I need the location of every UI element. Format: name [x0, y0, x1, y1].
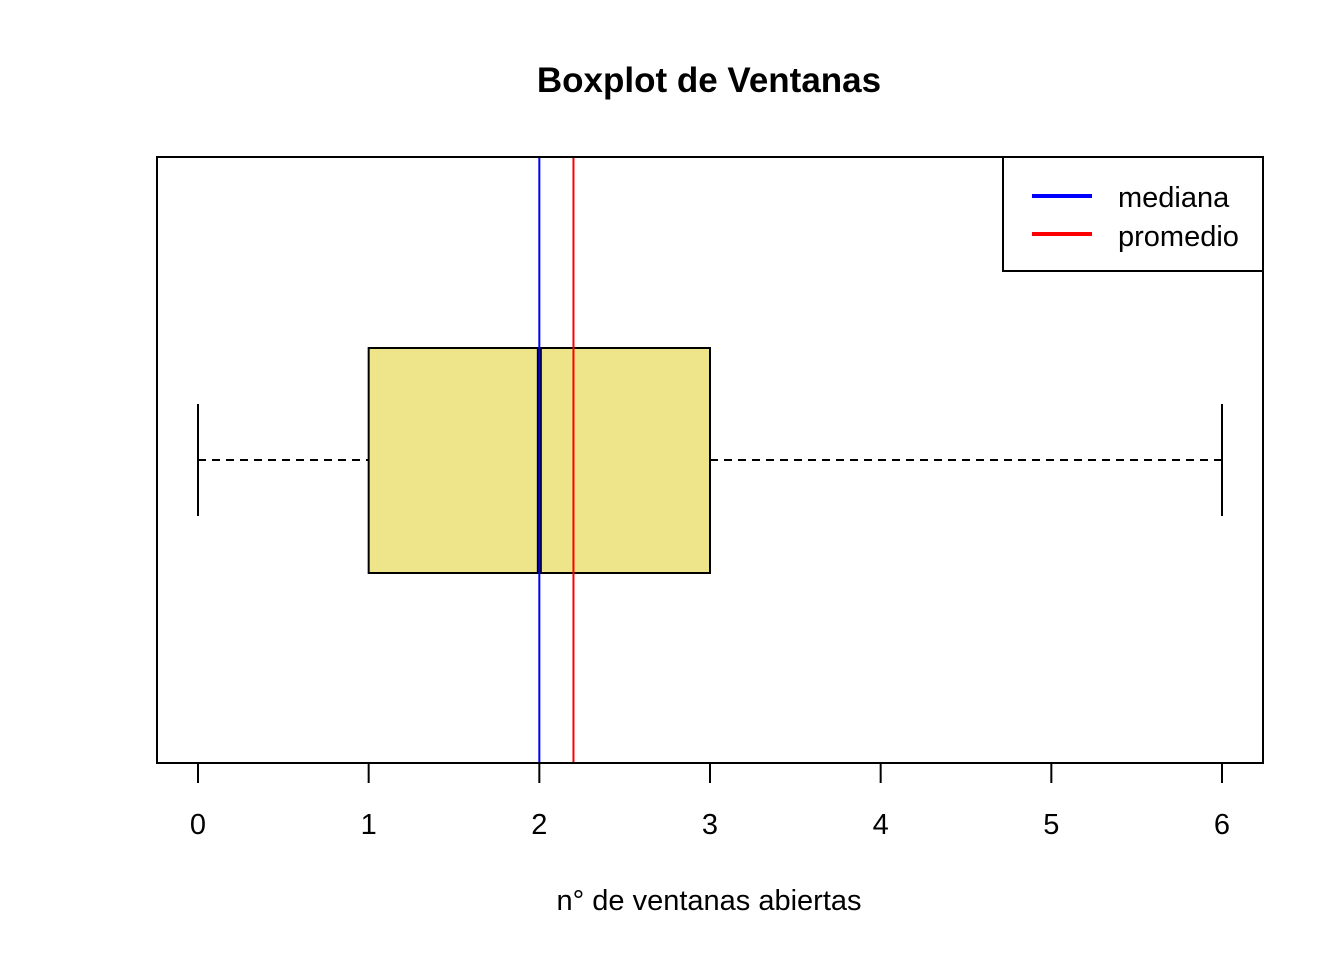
chart-title: Boxplot de Ventanas: [537, 61, 881, 100]
legend-label-mediana: mediana: [1118, 182, 1230, 214]
x-axis-ticks: 0 1 2 3 4 5 6: [190, 763, 1230, 841]
x-axis-label: n° de ventanas abiertas: [556, 885, 861, 917]
x-tick-label-5: 5: [1043, 809, 1059, 841]
legend-label-promedio: promedio: [1118, 221, 1239, 253]
x-tick-label-2: 2: [531, 809, 547, 841]
x-tick-label-0: 0: [190, 809, 206, 841]
legend: mediana promedio: [1002, 156, 1264, 272]
x-tick-label-6: 6: [1214, 809, 1230, 841]
x-tick-label-1: 1: [361, 809, 377, 841]
legend-box: [1002, 156, 1264, 272]
x-tick-label-3: 3: [702, 809, 718, 841]
x-tick-label-4: 4: [873, 809, 889, 841]
